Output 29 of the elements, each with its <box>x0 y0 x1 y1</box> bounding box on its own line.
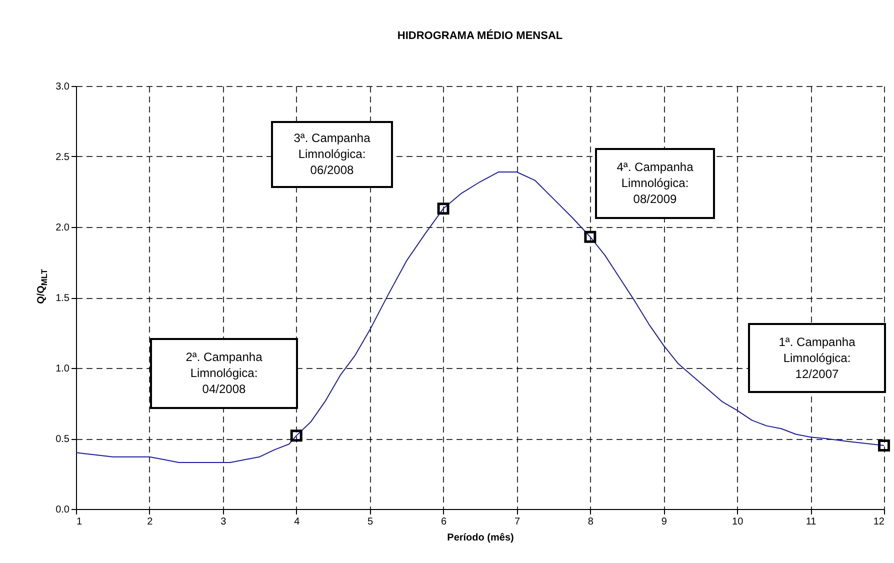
y-tick-label: 0.0 <box>56 504 70 516</box>
x-tick-label: 9 <box>661 516 668 528</box>
y-tick-label: 0.5 <box>56 434 70 445</box>
callout-box: 4ª. Campanha Limnológica: 08/2009 <box>595 148 715 218</box>
point <box>878 440 890 452</box>
y-tick-label: 2.5 <box>56 152 70 163</box>
x-tick-label: 12 <box>873 516 885 528</box>
point <box>584 230 596 243</box>
callout-box: 2ª. Campanha Limnológica: 04/2008 <box>150 338 298 408</box>
x-tick-label: 5 <box>368 516 374 528</box>
x-tick-label: 7 <box>514 516 520 528</box>
x-tick-label: 3 <box>220 516 227 528</box>
point <box>437 202 450 215</box>
callout-box: 1ª. Campanha Limnológica: 12/2007 <box>748 323 886 393</box>
x-tick-label: 4 <box>294 516 300 528</box>
x-tick-label: 8 <box>588 516 594 528</box>
x-tick-label: 11 <box>806 516 817 528</box>
chart-title: HIDROGRAMA MÉDIO MENSAL <box>397 29 563 42</box>
y-tick-label: 3.0 <box>56 82 70 92</box>
y-tick-label: 1.0 <box>56 364 70 374</box>
callout-box: 3ª. Campanha Limnológica: 06/2008 <box>271 120 393 188</box>
point <box>290 430 302 442</box>
x-tick-label: 10 <box>732 516 744 528</box>
y-tick-label: 2.0 <box>56 222 70 234</box>
x-tick-label: 6 <box>440 516 447 528</box>
y-tick-label: 1.5 <box>56 293 70 304</box>
x-tick-label: 1 <box>76 516 82 528</box>
x-tick-label: 2 <box>147 516 154 528</box>
x-axis-title: Período (mês) <box>447 532 514 544</box>
